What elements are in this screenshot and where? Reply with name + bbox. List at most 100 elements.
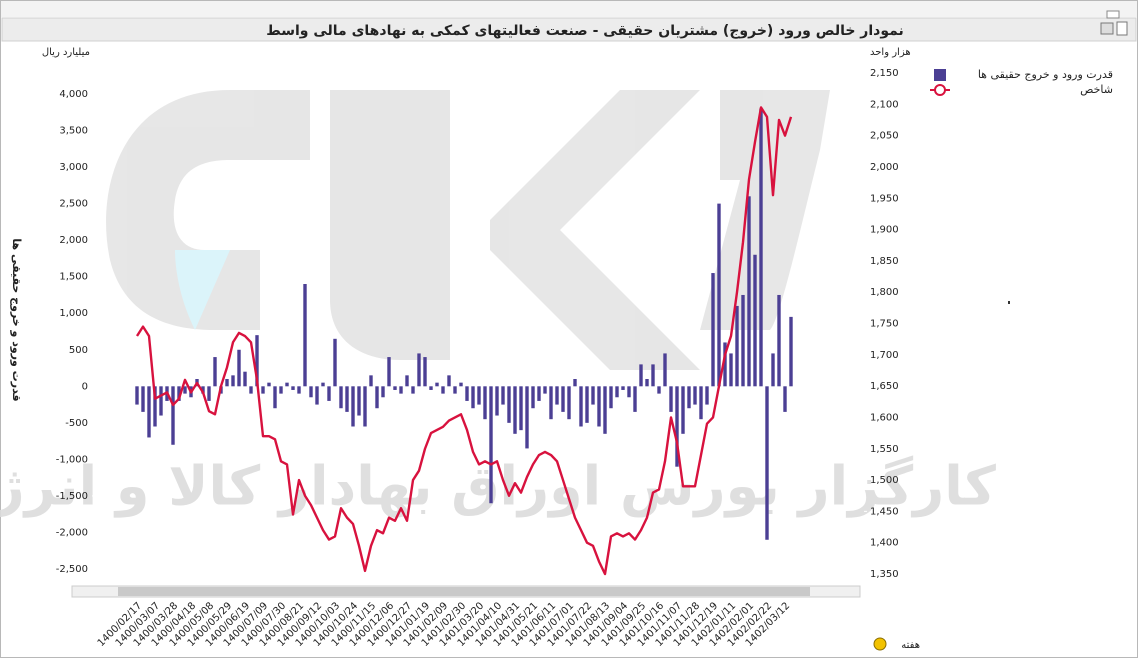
bar: [459, 382, 463, 387]
bar: [465, 386, 469, 401]
y-tick-label: 4,000: [59, 89, 88, 100]
bar: [297, 386, 301, 394]
bar: [471, 386, 475, 409]
bar: [333, 338, 337, 387]
bar: [429, 386, 433, 390]
bar: [555, 386, 559, 405]
bar: [717, 203, 721, 387]
bar: [735, 305, 739, 387]
y2-tick-label: 1,400: [870, 538, 899, 549]
y2-tick-label: 1,950: [870, 193, 899, 204]
bar: [759, 108, 763, 387]
bar: [783, 386, 787, 412]
bar: [561, 386, 565, 412]
y2-tick-label: 1,700: [870, 350, 899, 361]
bar: [381, 386, 385, 398]
bar: [633, 386, 637, 412]
bar: [183, 386, 187, 394]
scrollbar[interactable]: [71, 585, 861, 598]
bar: [549, 386, 553, 420]
bar: [525, 386, 529, 449]
y-tick-label: -1,500: [56, 491, 88, 502]
bar: [375, 386, 379, 409]
bar: [705, 386, 709, 405]
print-icon[interactable]: [1100, 22, 1114, 35]
bar: [435, 382, 439, 387]
bar: [627, 386, 631, 398]
y2-tick-label: 1,800: [870, 287, 899, 298]
bar: [249, 386, 253, 394]
bar: [213, 357, 217, 387]
bar: [729, 353, 733, 387]
bar: [771, 353, 775, 387]
refresh-icon[interactable]: [873, 637, 887, 651]
chart-title: نمودار خالص ورود (خروج) مشتریان حقیقی - …: [266, 23, 904, 39]
bar: [237, 349, 241, 387]
x-axis-title: هفته: [901, 640, 920, 651]
maximize-button[interactable]: [1106, 10, 1120, 19]
bar: [315, 386, 319, 405]
bar: [603, 386, 607, 434]
bar: [291, 386, 295, 390]
bar: [669, 386, 673, 412]
bar: [153, 386, 157, 427]
bar: [267, 382, 271, 387]
bar: [453, 386, 457, 394]
bar: [363, 386, 367, 427]
y2-tick-label: 2,100: [870, 99, 899, 110]
bar: [711, 273, 715, 387]
bar: [327, 386, 331, 401]
title-bar: [1, 17, 1137, 42]
bar: [531, 386, 535, 409]
bar: [663, 353, 667, 387]
y-tick-label: -500: [65, 418, 88, 429]
bar: [753, 254, 757, 387]
y2-tick-label: 1,450: [870, 506, 899, 517]
bar: [543, 386, 547, 394]
legend-swatch: [934, 69, 946, 81]
bar: [507, 386, 511, 423]
bar: [201, 386, 205, 394]
bar: [417, 353, 421, 387]
bar: [243, 371, 247, 387]
y2-tick-label: 1,350: [870, 569, 899, 580]
bar: [135, 386, 139, 405]
bar: [687, 386, 691, 409]
y2-tick-label: 2,000: [870, 162, 899, 173]
top-strip: [1, 1, 1137, 17]
bar: [567, 386, 571, 420]
bar: [699, 386, 703, 420]
bar: [483, 386, 487, 420]
bar: [573, 379, 577, 387]
y-tick-label: 1,000: [59, 308, 88, 319]
bar: [489, 386, 493, 504]
bar: [345, 386, 349, 412]
y2-tick-label: 1,850: [870, 256, 899, 267]
bar: [225, 379, 229, 387]
y-tick-label: -2,500: [56, 564, 88, 575]
bar: [321, 382, 325, 387]
bar: [423, 357, 427, 387]
y-axis-title: قدرت ورود و خروج حقیقی ها: [9, 238, 23, 401]
bar: [681, 386, 685, 434]
y-tick-label: 2,000: [59, 235, 88, 246]
y-tick-label: 500: [69, 345, 88, 356]
bar: [651, 364, 655, 387]
bar: [441, 386, 445, 394]
export-icon[interactable]: [1116, 21, 1128, 36]
legend-label: قدرت ورود و خروج حقیقی ها: [978, 68, 1113, 81]
bar: [477, 386, 481, 405]
bar: [645, 379, 649, 387]
bar: [255, 335, 259, 387]
y-tick-label: 3,500: [59, 126, 88, 137]
bar: [585, 386, 589, 423]
bar: [609, 386, 613, 409]
bar: [261, 386, 265, 394]
bar: [537, 386, 541, 401]
bar: [303, 284, 307, 387]
bar: [309, 386, 313, 398]
bar: [693, 386, 697, 405]
y-tick-label: 0: [82, 381, 88, 392]
y2-tick-label: 1,750: [870, 319, 899, 330]
